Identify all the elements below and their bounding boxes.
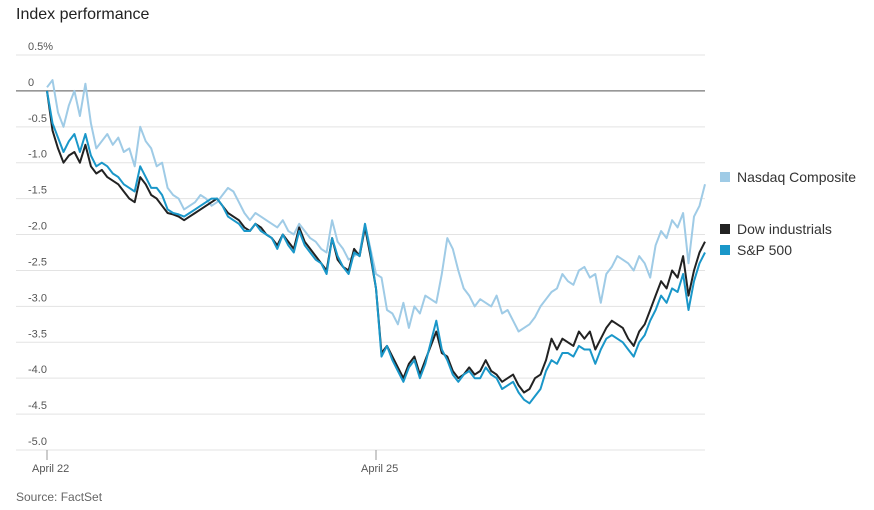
- x-axis-ticks: April 22 April 25: [32, 450, 398, 475]
- gridlines: [16, 54, 705, 451]
- legend-label: Dow industrials: [737, 221, 832, 237]
- x-tick-label: April 22: [32, 463, 69, 475]
- y-tick-label: -5.0: [28, 436, 47, 448]
- y-tick-label: -2.5: [28, 256, 47, 268]
- legend-label: Nasdaq Composite: [737, 169, 856, 185]
- x-tick-label: April 25: [361, 463, 398, 475]
- series-line-s-p-500: [46, 90, 706, 405]
- y-tick-label: -3.0: [28, 292, 47, 304]
- legend-swatch: [720, 224, 730, 234]
- y-tick-label: -3.5: [28, 328, 47, 340]
- legend-swatch: [720, 172, 730, 182]
- series-line-nasdaq-composite: [46, 79, 706, 333]
- y-tick-label: 0.5%: [28, 41, 53, 53]
- legend-label: S&P 500: [737, 242, 792, 258]
- series-line-dow-industrials: [46, 90, 706, 394]
- legend-swatch: [720, 245, 730, 255]
- y-tick-label: -4.0: [28, 364, 47, 376]
- y-tick-label: -1.0: [28, 149, 47, 161]
- y-tick-label: -2.0: [28, 221, 47, 233]
- y-tick-label: 0: [28, 77, 34, 89]
- y-tick-label: -4.5: [28, 400, 47, 412]
- y-tick-label: -1.5: [28, 185, 47, 197]
- source-note: Source: FactSet: [16, 490, 103, 504]
- legend: Nasdaq Composite Dow industrials S&P 500: [720, 169, 856, 258]
- y-tick-label: -0.5: [28, 113, 47, 125]
- y-axis-ticks: 0.5% 0 -0.5 -1.0 -1.5 -2.0 -2.5 -3.0 -3.5 -4.0 -4.…: [28, 41, 53, 448]
- chart-title: Index performance: [16, 6, 150, 23]
- series-lines: [46, 79, 706, 405]
